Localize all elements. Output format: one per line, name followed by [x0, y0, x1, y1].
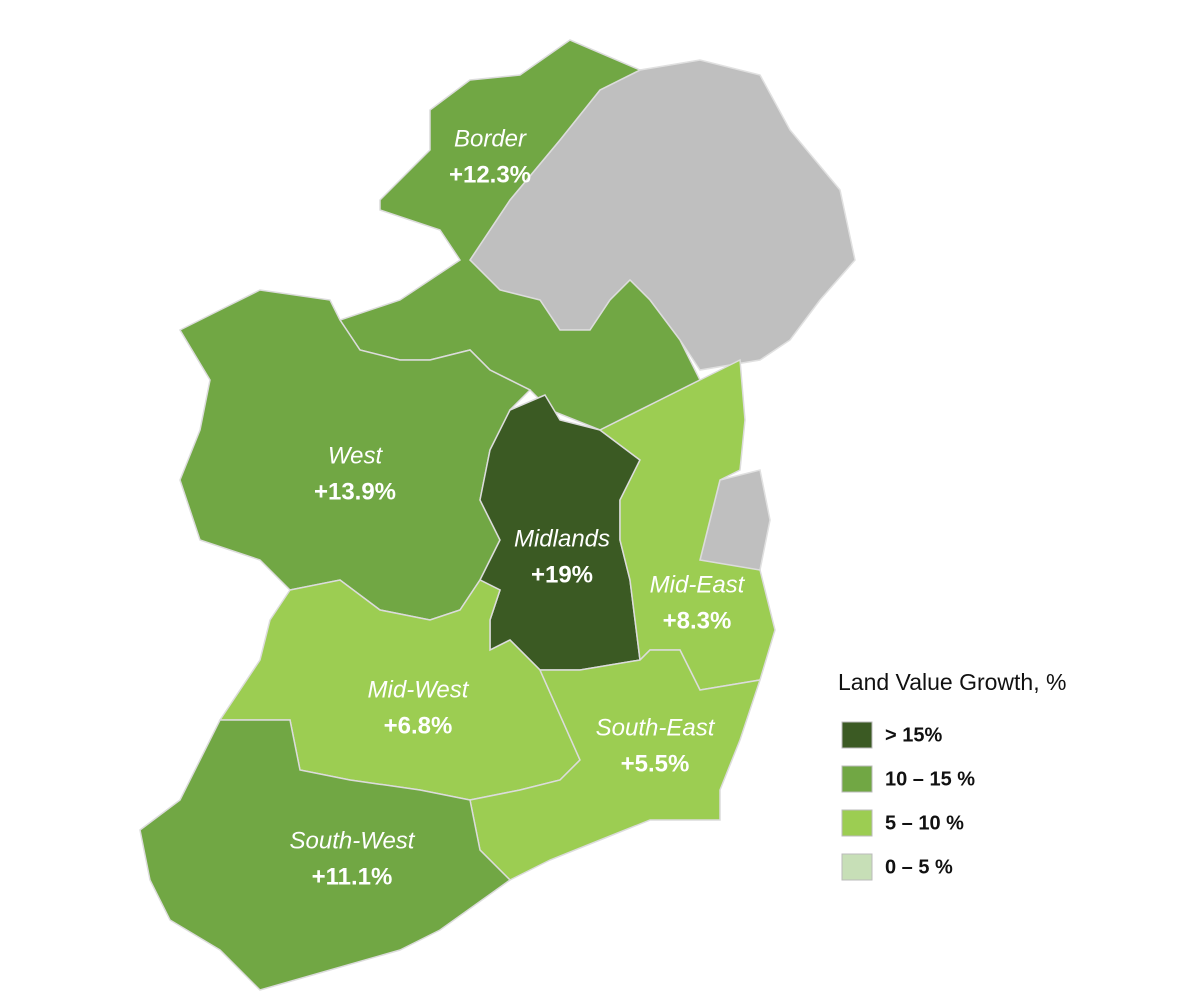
region-name: Border — [454, 125, 527, 152]
legend-title: Land Value Growth, % — [838, 669, 1066, 695]
region — [469, 649, 762, 881]
region-name: Mid-West — [368, 676, 470, 703]
region — [598, 358, 776, 691]
legend-label: 0 – 5 % — [885, 856, 953, 878]
legend-swatch — [841, 721, 873, 749]
region-name: South-East — [596, 714, 716, 741]
region-value: +5.5% — [621, 750, 690, 777]
region-value: +12.3% — [449, 161, 531, 188]
region-value: +19% — [531, 561, 593, 588]
region-value: +8.3% — [663, 607, 732, 634]
region-name: Midlands — [514, 525, 610, 552]
region-value: +6.8% — [384, 712, 453, 739]
region-value: +11.1% — [312, 863, 393, 890]
legend-label: 5 – 10 % — [885, 812, 964, 834]
legend-label: 10 – 15 % — [885, 768, 975, 790]
legend-label: > 15% — [885, 724, 942, 746]
region-name: West — [328, 442, 384, 469]
region-value: +13.9% — [314, 478, 396, 505]
region-name: South-West — [290, 827, 416, 854]
legend-swatch — [841, 765, 873, 793]
region-name: Mid-East — [650, 571, 746, 598]
legend-swatch — [841, 853, 873, 881]
region — [139, 719, 512, 991]
legend-swatch — [841, 809, 873, 837]
